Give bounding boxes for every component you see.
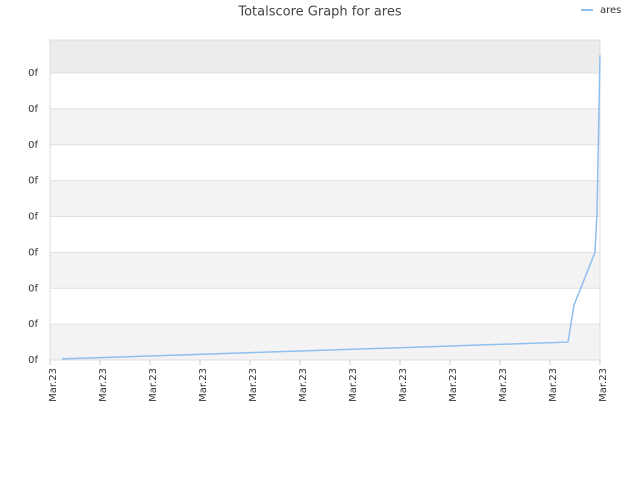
plot-band	[50, 144, 600, 181]
data-line	[61, 55, 601, 360]
x-tick-label: Mar.23	[298, 368, 309, 402]
plot-band	[50, 216, 600, 253]
x-tick-label: Mar.23	[198, 368, 209, 402]
y-tick-label: 0f	[28, 68, 38, 79]
legend-label: ares	[600, 5, 621, 16]
plot-border	[49, 39, 601, 361]
plot-band	[50, 288, 600, 325]
y-tick-label: 0f	[28, 176, 38, 187]
y-tick-label: 0f	[28, 212, 38, 223]
plot-band	[50, 108, 600, 145]
y-tick-label: 0f	[28, 283, 38, 294]
x-tick-label: Mar.23	[598, 368, 609, 402]
x-tick-label: Mar.23	[498, 368, 509, 402]
y-tick-label: 0f	[28, 319, 38, 330]
x-tick-label: Mar.23	[448, 368, 459, 402]
x-tick-label: Mar.23	[248, 368, 259, 402]
chart-title: Totalscore Graph for ares	[237, 5, 401, 20]
x-tick-label: Mar.23	[48, 368, 59, 402]
x-tick-label: Mar.23	[98, 368, 109, 402]
plot-band	[50, 252, 600, 289]
y-tick-label: 0f	[28, 104, 38, 115]
x-tick-label: Mar.23	[348, 368, 359, 402]
x-tick-label: Mar.23	[548, 368, 559, 402]
y-tick-label: 0f	[28, 247, 38, 258]
x-tick-label: Mar.23	[398, 368, 409, 402]
plot-band	[50, 73, 600, 109]
y-tick-label: 0f	[28, 355, 38, 366]
y-tick-label: 0f	[28, 140, 38, 151]
x-tick-label: Mar.23	[148, 368, 159, 402]
plot-band	[50, 180, 600, 217]
plot-band	[50, 324, 600, 360]
